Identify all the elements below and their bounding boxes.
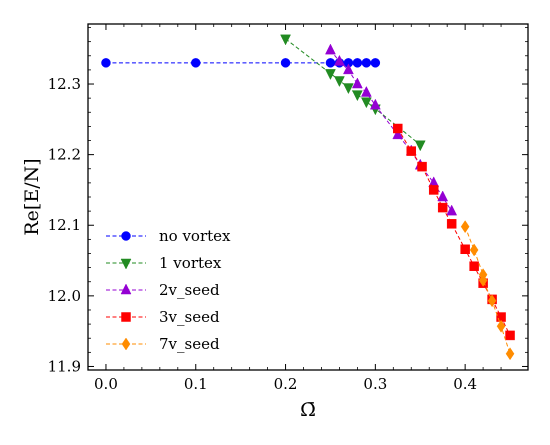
data-point bbox=[428, 185, 439, 195]
legend-label: 3v_seed bbox=[159, 308, 220, 326]
data-point bbox=[351, 90, 363, 102]
legend-item: 2v_seed bbox=[106, 281, 220, 299]
data-point bbox=[343, 63, 354, 75]
series-1 bbox=[280, 34, 426, 152]
series-3 bbox=[393, 123, 515, 341]
data-point bbox=[325, 58, 336, 68]
series-line bbox=[464, 226, 511, 354]
y-tick-label: 12.3 bbox=[48, 75, 81, 93]
legend-marker bbox=[120, 258, 132, 270]
data-point bbox=[406, 146, 417, 156]
data-point bbox=[478, 273, 488, 287]
legend-label: 1 vortex bbox=[159, 254, 222, 272]
y-tick-label: 11.9 bbox=[48, 357, 81, 375]
y-axis-ticks: 11.9 12.0 12.1 12.2 12.3 bbox=[48, 27, 528, 375]
legend-marker bbox=[120, 283, 132, 295]
data-point bbox=[351, 77, 363, 89]
legend-label: 7v_seed bbox=[159, 335, 220, 353]
data-point bbox=[505, 347, 515, 361]
data-point bbox=[437, 190, 449, 202]
data-point bbox=[325, 69, 336, 80]
data-point bbox=[446, 204, 458, 216]
plot-frame bbox=[87, 23, 529, 371]
data-point bbox=[460, 220, 470, 234]
data-point bbox=[101, 58, 111, 68]
data-point bbox=[469, 261, 479, 271]
data-point bbox=[352, 58, 363, 68]
series-4 bbox=[460, 220, 515, 361]
x-axis-ticks: 0.0 0.1 0.2 0.3 0.4 bbox=[94, 24, 502, 393]
y-axis-title: Re[E/N] bbox=[21, 158, 43, 235]
data-point bbox=[392, 128, 404, 140]
data-point bbox=[369, 98, 381, 110]
data-point bbox=[360, 97, 372, 109]
data-point bbox=[446, 219, 457, 229]
data-point bbox=[417, 161, 427, 172]
data-point bbox=[469, 243, 479, 257]
legend-marker bbox=[121, 231, 131, 241]
legend-marker bbox=[121, 337, 131, 351]
data-point bbox=[496, 319, 506, 333]
data-point bbox=[414, 140, 426, 152]
legend-item: 3v_seed bbox=[106, 308, 220, 326]
x-tick-label: 0.2 bbox=[274, 375, 298, 393]
x-tick-label: 0.3 bbox=[363, 375, 387, 393]
data-point bbox=[505, 330, 515, 341]
legend-label: no vortex bbox=[159, 227, 231, 245]
data-point bbox=[325, 43, 336, 55]
legend-item: no vortex bbox=[106, 227, 231, 245]
data-point bbox=[280, 34, 291, 46]
data-point bbox=[487, 294, 497, 308]
data-point bbox=[361, 58, 372, 68]
data-point bbox=[334, 76, 345, 88]
data-point bbox=[334, 54, 345, 66]
data-point bbox=[393, 123, 403, 134]
legend-item: 7v_seed bbox=[106, 335, 220, 353]
data-point bbox=[280, 58, 291, 68]
y-tick-label: 12.2 bbox=[48, 146, 81, 164]
plot-area bbox=[101, 34, 515, 361]
legend-marker bbox=[121, 312, 131, 322]
x-tick-label: 0.4 bbox=[453, 375, 477, 393]
x-tick-label: 0.1 bbox=[184, 375, 208, 393]
axes bbox=[87, 23, 529, 371]
x-tick-label: 0.0 bbox=[94, 375, 118, 393]
data-point bbox=[343, 83, 354, 95]
legend: no vortex 1 vortex 2v_seed 3v_seed 7v_seed bbox=[106, 227, 231, 353]
data-point bbox=[360, 85, 372, 97]
legend-item: 1 vortex bbox=[106, 254, 222, 272]
x-axis-title: Ω̄ bbox=[300, 399, 316, 421]
data-point bbox=[370, 58, 381, 68]
data-point bbox=[460, 244, 470, 255]
legend-label: 2v_seed bbox=[159, 281, 220, 299]
data-point bbox=[191, 58, 201, 68]
y-tick-label: 12.1 bbox=[48, 216, 81, 234]
data-point bbox=[437, 202, 448, 213]
y-tick-label: 12.0 bbox=[48, 287, 81, 305]
